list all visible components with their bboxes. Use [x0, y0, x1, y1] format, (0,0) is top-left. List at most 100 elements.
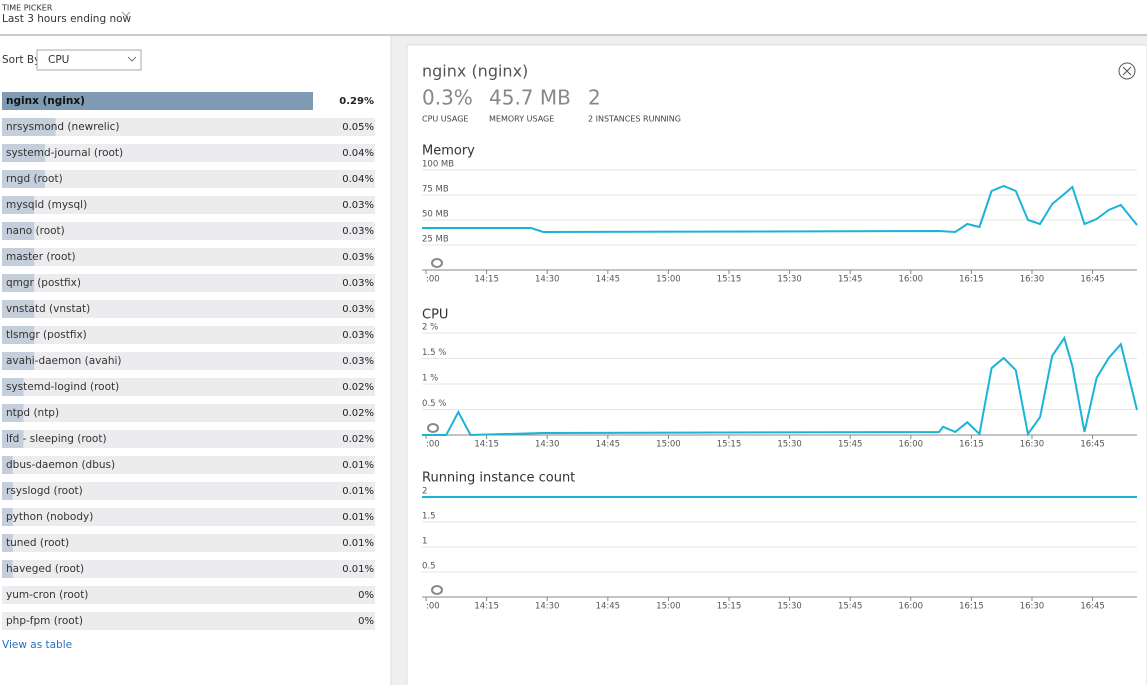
x-tick-label: 15:00 — [656, 440, 681, 450]
y-tick-label: 25 MB — [422, 235, 449, 245]
process-cpu: 0% — [358, 590, 374, 601]
process-name: qmgr (postfix) — [6, 277, 81, 289]
row-bg — [2, 430, 375, 448]
y-tick-label: 0.5 % — [422, 399, 446, 409]
process-cpu: 0.04% — [342, 148, 374, 159]
row-bg — [2, 586, 375, 604]
x-tick-label: 16:15 — [959, 602, 984, 612]
detail-title: nginx (nginx) — [422, 62, 528, 81]
x-tick-label: 15:00 — [656, 602, 681, 612]
x-tick-label: 16:15 — [959, 440, 984, 450]
x-tick-label: 16:15 — [959, 275, 984, 285]
view-as-table[interactable]: View as table — [2, 639, 72, 651]
row-bg — [2, 482, 375, 500]
stat-value: 45.7 MB — [489, 86, 571, 110]
x-tick-label: 14:45 — [596, 602, 621, 612]
row-bar — [2, 378, 24, 396]
process-cpu: 0.04% — [342, 174, 374, 185]
x-tick-label: 16:30 — [1020, 602, 1045, 612]
x-tick-label: :00 — [426, 440, 440, 450]
row-bar — [2, 222, 35, 240]
row-bg — [2, 378, 375, 396]
row-bar — [2, 118, 56, 136]
chart-title: Running instance count — [422, 471, 575, 486]
row-bg — [2, 508, 375, 526]
chart-icon — [427, 423, 439, 433]
line — [422, 335, 1138, 437]
picker-caret[interactable] — [121, 11, 131, 17]
x-tick-label: 16:00 — [899, 440, 924, 450]
y-tick-label: 1.5 % — [422, 348, 446, 358]
y-tick-label: 75 MB — [422, 185, 449, 195]
x-tick-label: 16:45 — [1080, 440, 1105, 450]
process-cpu: 0.03% — [342, 330, 374, 341]
y-tick-label: 50 MB — [422, 210, 449, 220]
y-tick-label: 2 — [422, 487, 427, 497]
process-name: lfd - sleeping (root) — [6, 433, 107, 445]
process-name: systemd-logind (root) — [6, 381, 119, 393]
process-name: avahi-daemon (avahi) — [6, 355, 122, 367]
x-tick-label: 14:45 — [596, 275, 621, 285]
process-cpu: 0.01% — [342, 486, 374, 497]
x-tick-label: 14:45 — [596, 440, 621, 450]
x-tick-label: :00 — [426, 602, 440, 612]
detail-panel — [406, 44, 1147, 685]
process-name: mysqld (mysql) — [6, 199, 87, 211]
picker-value[interactable]: Last 3 hours ending now — [2, 13, 132, 25]
process-cpu: 0.03% — [342, 304, 374, 315]
stat-value: 0.3% — [422, 86, 473, 110]
process-cpu: 0.01% — [342, 538, 374, 549]
x-tick-label: 14:15 — [474, 602, 499, 612]
row-bar — [2, 482, 13, 500]
row-bg — [2, 248, 375, 266]
process-cpu: 0.02% — [342, 382, 374, 393]
sort-label: Sort By — [2, 54, 40, 66]
row-bar — [2, 534, 13, 552]
x-tick-label: 16:45 — [1080, 275, 1105, 285]
process-name: systemd-journal (root) — [6, 147, 123, 159]
process-cpu: 0.03% — [342, 226, 374, 237]
picker-label: TIME PICKER — [1, 4, 53, 13]
process-cpu: 0.03% — [342, 252, 374, 263]
row-bg — [2, 534, 375, 552]
x-tick-label: 14:15 — [474, 440, 499, 450]
process-name: tlsmgr (postfix) — [6, 329, 87, 341]
process-name: ntpd (ntp) — [6, 407, 59, 419]
y-tick-label: 0.5 — [422, 562, 436, 572]
close-button[interactable] — [1118, 62, 1136, 80]
row-bar — [2, 144, 45, 162]
row-bar — [2, 508, 13, 526]
row-bar — [2, 248, 35, 266]
x-tick-label: 15:15 — [717, 602, 742, 612]
x-tick-label: 15:45 — [838, 275, 863, 285]
sort-value[interactable]: CPU — [48, 54, 69, 66]
x-tick-label: 15:15 — [717, 440, 742, 450]
y-tick-label: 1.5 — [422, 512, 436, 522]
line — [422, 184, 1138, 234]
row-bg — [2, 300, 375, 318]
sort-caret[interactable] — [127, 56, 137, 62]
x-tick-label: 16:45 — [1080, 602, 1105, 612]
process-name: php-fpm (root) — [6, 615, 83, 627]
x-tick-label: 15:30 — [777, 440, 802, 450]
row-bar — [2, 92, 313, 110]
row-bg — [2, 144, 375, 162]
row-bg — [2, 456, 375, 474]
close-icon[interactable] — [1122, 66, 1132, 76]
y-tick-label: 100 MB — [422, 160, 454, 170]
process-name: nano (root) — [6, 225, 65, 237]
process-name: rsyslogd (root) — [6, 485, 83, 497]
row-bg — [2, 612, 375, 630]
sort-select[interactable] — [36, 49, 142, 71]
process-cpu: 0.02% — [342, 434, 374, 445]
stat-label: 2 INSTANCES RUNNING — [588, 115, 681, 124]
y-tick-label: 1 — [422, 537, 427, 547]
process-cpu: 0.01% — [342, 460, 374, 471]
x-tick-label: 15:00 — [656, 275, 681, 285]
y-tick-label: 2 % — [422, 323, 438, 333]
row-bg — [2, 196, 375, 214]
row-bar — [2, 196, 35, 214]
x-tick-label: 14:30 — [535, 602, 560, 612]
process-cpu: 0.29% — [339, 96, 374, 107]
